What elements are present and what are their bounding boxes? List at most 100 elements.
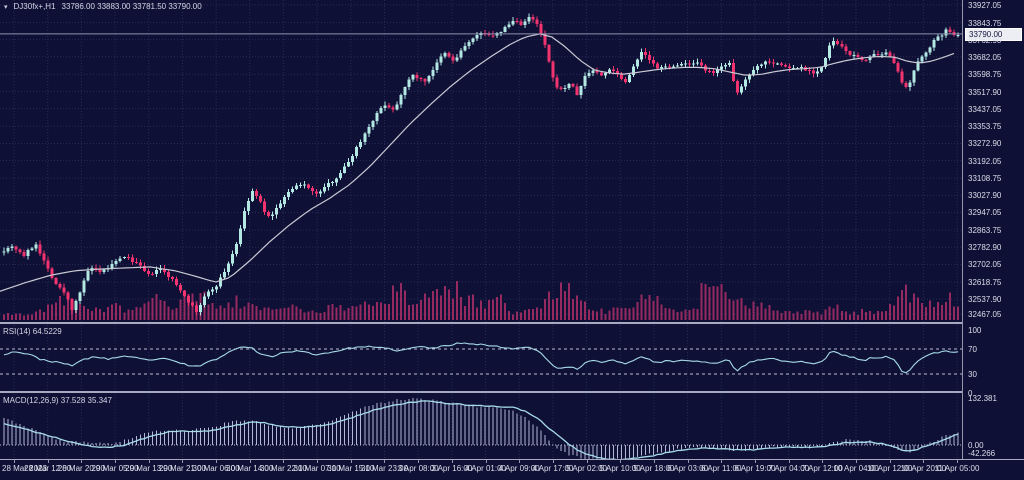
volume-bar (275, 308, 278, 320)
bull-candle (944, 29, 948, 36)
volume-bar (339, 305, 342, 320)
volume-bar (299, 309, 302, 320)
bear-candle (447, 53, 451, 57)
volume-bar (419, 299, 422, 320)
time-tick-mark (384, 460, 386, 463)
volume-bar (484, 308, 486, 320)
bull-candle (920, 56, 924, 62)
bear-candle (182, 290, 186, 296)
bear-candle (559, 87, 563, 90)
bull-candle (431, 69, 435, 77)
volume-bar (932, 307, 935, 320)
price-tick-label: 33843.75 (968, 18, 1002, 28)
bull-candle (383, 105, 387, 108)
volume-bar (403, 290, 406, 320)
volume-bar (584, 301, 587, 320)
volume-bar (776, 310, 779, 320)
bear-candle (864, 59, 868, 61)
time-tick-mark (148, 460, 150, 463)
volume-bar (908, 302, 911, 320)
price-chart-panel[interactable] (0, 0, 962, 322)
bear-candle (539, 24, 543, 34)
volume-bar (824, 309, 827, 320)
bull-candle (756, 65, 760, 71)
price-tick-label: 33027.90 (968, 191, 1002, 201)
volume-bar (319, 312, 322, 320)
volume-bar (263, 307, 266, 320)
bull-candle (852, 54, 856, 56)
volume-bar (159, 300, 162, 320)
volume-bar (828, 306, 831, 320)
bull-candle (696, 62, 699, 64)
macd-panel[interactable] (0, 394, 962, 459)
volume-bar (87, 309, 90, 320)
bull-candle (34, 244, 38, 249)
time-tick-label: 5 Apr 02:00 (566, 464, 608, 473)
current-price-tag: 33790.00 (965, 28, 1022, 42)
volume-bar (856, 314, 859, 320)
time-axis[interactable]: 28 Mar 2023 28 Mar 12:00 28 Mar 20:00 29 Ma… (0, 460, 1024, 480)
price-tick-label: 32702.05 (968, 260, 1002, 270)
bull-candle (459, 50, 463, 58)
volume-bar (307, 311, 310, 320)
volume-bar (904, 284, 907, 320)
volume-bar (872, 313, 875, 320)
volume-bar (928, 300, 931, 320)
bull-candle (26, 249, 30, 256)
volume-bar (131, 309, 134, 320)
panel-separator[interactable] (0, 391, 962, 393)
volume-bar (504, 303, 507, 320)
bull-candle (198, 304, 202, 312)
volume-bar (399, 282, 402, 320)
time-tick-label: 29 Mar 21:00 (158, 464, 206, 473)
bear-candle (186, 296, 190, 303)
volume-bar (460, 297, 462, 320)
volume-bar (596, 311, 599, 320)
bear-candle (42, 253, 46, 261)
volume-bar (267, 307, 270, 320)
bear-candle (900, 71, 904, 83)
bull-candle (339, 172, 343, 179)
bull-candle (407, 79, 411, 88)
volume-bar (175, 308, 178, 320)
rsi-panel[interactable] (0, 325, 962, 391)
volume-bar (239, 308, 242, 320)
volume-bar (724, 292, 727, 320)
bull-candle (776, 63, 780, 65)
panel-separator[interactable] (0, 322, 962, 324)
volume-bar (840, 310, 843, 320)
volume-bar (752, 301, 755, 320)
volume-bar (640, 294, 643, 320)
bear-candle (836, 40, 840, 45)
time-tick-label: 5 Apr 18:00 (633, 464, 675, 473)
volume-bar (864, 312, 867, 320)
time-tick-mark (620, 460, 622, 463)
volume-bar (800, 313, 803, 320)
volume-bar (11, 315, 13, 320)
time-tick-label: 29 Mar 05:00 (91, 464, 139, 473)
time-tick-mark (586, 460, 588, 463)
bull-candle (912, 70, 916, 83)
volume-bar (387, 303, 390, 320)
volume-bar (447, 289, 450, 320)
time-tick-mark (923, 460, 925, 463)
price-axis[interactable]: 33790.00 33927.05 33843.75 33762.90 33682.0… (962, 0, 1024, 459)
volume-bar (712, 286, 715, 320)
volume-bar (171, 309, 174, 320)
bull-candle (828, 45, 832, 59)
volume-bar (644, 299, 647, 320)
bull-candle (475, 34, 479, 39)
collapse-icon[interactable]: ▾ (4, 3, 8, 11)
bull-candle (832, 40, 836, 46)
volume-bar (7, 312, 9, 320)
bear-candle (146, 271, 150, 274)
volume-bar (163, 300, 166, 320)
bear-candle (876, 54, 880, 55)
volume-bar (51, 304, 54, 320)
bull-candle (279, 203, 283, 208)
volume-bar (548, 291, 551, 320)
bull-candle (403, 87, 407, 95)
bear-candle (22, 252, 26, 256)
volume-bar (684, 309, 687, 320)
